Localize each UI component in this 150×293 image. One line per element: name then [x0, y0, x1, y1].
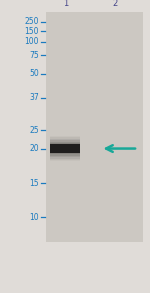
Text: 50: 50: [29, 69, 39, 78]
FancyBboxPatch shape: [50, 142, 80, 156]
Text: 2: 2: [112, 0, 117, 8]
Text: 25: 25: [29, 126, 39, 134]
Text: 1: 1: [63, 0, 68, 8]
FancyBboxPatch shape: [50, 140, 80, 157]
FancyBboxPatch shape: [46, 12, 143, 242]
FancyBboxPatch shape: [50, 143, 80, 154]
Text: 75: 75: [29, 51, 39, 59]
FancyBboxPatch shape: [50, 144, 80, 153]
Text: 150: 150: [24, 27, 39, 36]
Text: 100: 100: [24, 37, 39, 46]
Text: 15: 15: [29, 179, 39, 188]
Text: 20: 20: [29, 144, 39, 153]
Text: 250: 250: [24, 18, 39, 26]
Text: 10: 10: [29, 213, 39, 222]
FancyBboxPatch shape: [50, 139, 80, 159]
Text: 37: 37: [29, 93, 39, 102]
